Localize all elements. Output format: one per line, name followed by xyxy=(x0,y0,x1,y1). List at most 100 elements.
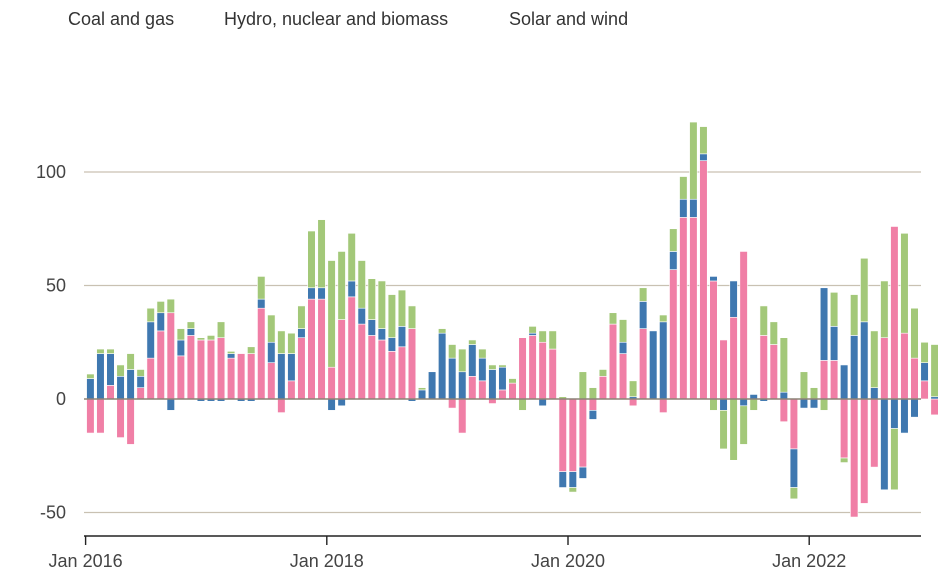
bar-solar-wind xyxy=(347,232,356,282)
bar-solar-wind xyxy=(779,337,788,393)
bar-coal-gas xyxy=(216,337,226,400)
bar-coal-gas xyxy=(317,298,326,400)
bar-coal-gas xyxy=(568,398,577,472)
bar-hydro-nuclear-biomass xyxy=(900,398,909,434)
bar-coal-gas xyxy=(297,337,306,400)
bar-coal-gas xyxy=(860,398,869,504)
bar-coal-gas xyxy=(176,355,185,400)
bar-coal-gas xyxy=(639,328,648,400)
bar-hydro-nuclear-biomass xyxy=(679,198,688,218)
x-tick-label: Jan 2022 xyxy=(772,551,846,571)
bar-coal-gas xyxy=(729,316,738,400)
bar-solar-wind xyxy=(578,371,587,400)
bar-coal-gas xyxy=(337,319,346,400)
bar-coal-gas xyxy=(86,398,95,434)
bar-hydro-nuclear-biomass xyxy=(799,398,809,409)
bar-hydro-nuclear-biomass xyxy=(870,387,879,400)
bar-solar-wind xyxy=(910,307,919,359)
bar-hydro-nuclear-biomass xyxy=(558,471,567,488)
bar-hydro-nuclear-biomass xyxy=(829,326,839,361)
bar-solar-wind xyxy=(186,321,196,329)
y-tick-label: 50 xyxy=(46,276,66,296)
bar-coal-gas xyxy=(237,353,246,400)
bar-hydro-nuclear-biomass xyxy=(468,344,477,377)
bar-solar-wind xyxy=(850,294,859,336)
bar-coal-gas xyxy=(548,348,557,400)
bar-hydro-nuclear-biomass xyxy=(458,371,467,400)
bar-hydro-nuclear-biomass xyxy=(417,389,427,400)
bar-hydro-nuclear-biomass xyxy=(186,328,196,336)
bar-coal-gas xyxy=(357,323,366,400)
bar-coal-gas xyxy=(407,328,417,400)
bar-solar-wind xyxy=(407,305,417,329)
bar-hydro-nuclear-biomass xyxy=(860,321,869,400)
bar-solar-wind xyxy=(799,371,809,400)
bar-hydro-nuclear-biomass xyxy=(819,287,829,361)
bar-coal-gas xyxy=(679,217,688,400)
bar-solar-wind xyxy=(759,305,768,336)
bar-hydro-nuclear-biomass xyxy=(840,364,849,400)
bar-coal-gas xyxy=(920,380,929,400)
bar-hydro-nuclear-biomass xyxy=(719,398,728,411)
bar-coal-gas xyxy=(709,280,718,400)
bar-hydro-nuclear-biomass xyxy=(136,375,145,388)
bar-coal-gas xyxy=(829,360,839,400)
bar-solar-wind xyxy=(880,280,889,339)
bar-coal-gas xyxy=(618,353,628,400)
bar-hydro-nuclear-biomass xyxy=(327,398,336,411)
bar-solar-wind xyxy=(809,387,819,400)
bar-solar-wind xyxy=(86,373,95,379)
bar-hydro-nuclear-biomass xyxy=(729,280,738,318)
bar-hydro-nuclear-biomass xyxy=(880,398,889,491)
bar-hydro-nuclear-biomass xyxy=(618,341,628,354)
bar-coal-gas xyxy=(930,398,938,416)
bar-coal-gas xyxy=(146,357,155,400)
bar-solar-wind xyxy=(538,330,547,343)
bar-coal-gas xyxy=(598,375,608,400)
y-tick-label: 0 xyxy=(56,389,66,409)
bar-solar-wind xyxy=(819,398,829,411)
bar-coal-gas xyxy=(166,312,175,400)
bar-coal-gas xyxy=(669,269,678,400)
bar-coal-gas xyxy=(739,251,748,400)
bar-hydro-nuclear-biomass xyxy=(86,378,95,400)
bar-hydro-nuclear-biomass xyxy=(709,276,718,282)
bar-solar-wind xyxy=(598,369,608,377)
bar-solar-wind xyxy=(508,378,517,384)
bar-coal-gas xyxy=(136,387,145,400)
bar-solar-wind xyxy=(136,369,145,377)
bar-solar-wind xyxy=(287,332,296,354)
bar-solar-wind xyxy=(277,330,286,354)
bar-hydro-nuclear-biomass xyxy=(116,375,125,400)
bar-solar-wind xyxy=(890,428,899,491)
bar-solar-wind xyxy=(930,344,938,398)
bar-coal-gas xyxy=(518,337,527,400)
bar-solar-wind xyxy=(116,364,125,377)
bar-coal-gas xyxy=(458,398,467,434)
bar-coal-gas xyxy=(116,398,125,438)
bar-solar-wind xyxy=(257,276,266,300)
bar-solar-wind xyxy=(739,405,748,445)
bar-solar-wind xyxy=(417,387,427,391)
bar-hydro-nuclear-biomass xyxy=(297,328,306,339)
bar-solar-wind xyxy=(468,339,477,345)
bar-hydro-nuclear-biomass xyxy=(478,357,487,382)
bar-solar-wind xyxy=(247,346,256,354)
bar-solar-wind xyxy=(840,457,849,463)
bar-solar-wind xyxy=(749,398,758,411)
bar-solar-wind xyxy=(659,314,668,323)
x-tick-label: Jan 2016 xyxy=(49,551,123,571)
bar-hydro-nuclear-biomass xyxy=(387,337,397,352)
bar-coal-gas xyxy=(126,398,135,445)
bar-coal-gas xyxy=(880,337,889,400)
bar-solar-wind xyxy=(206,335,216,341)
bar-solar-wind xyxy=(267,314,276,343)
bar-coal-gas xyxy=(850,398,859,518)
bar-coal-gas xyxy=(840,398,849,459)
y-tick-label: -50 xyxy=(40,503,66,523)
bar-coal-gas xyxy=(196,339,206,400)
bar-coal-gas xyxy=(498,389,507,400)
bar-solar-wind xyxy=(216,321,226,339)
bar-coal-gas xyxy=(890,226,899,400)
